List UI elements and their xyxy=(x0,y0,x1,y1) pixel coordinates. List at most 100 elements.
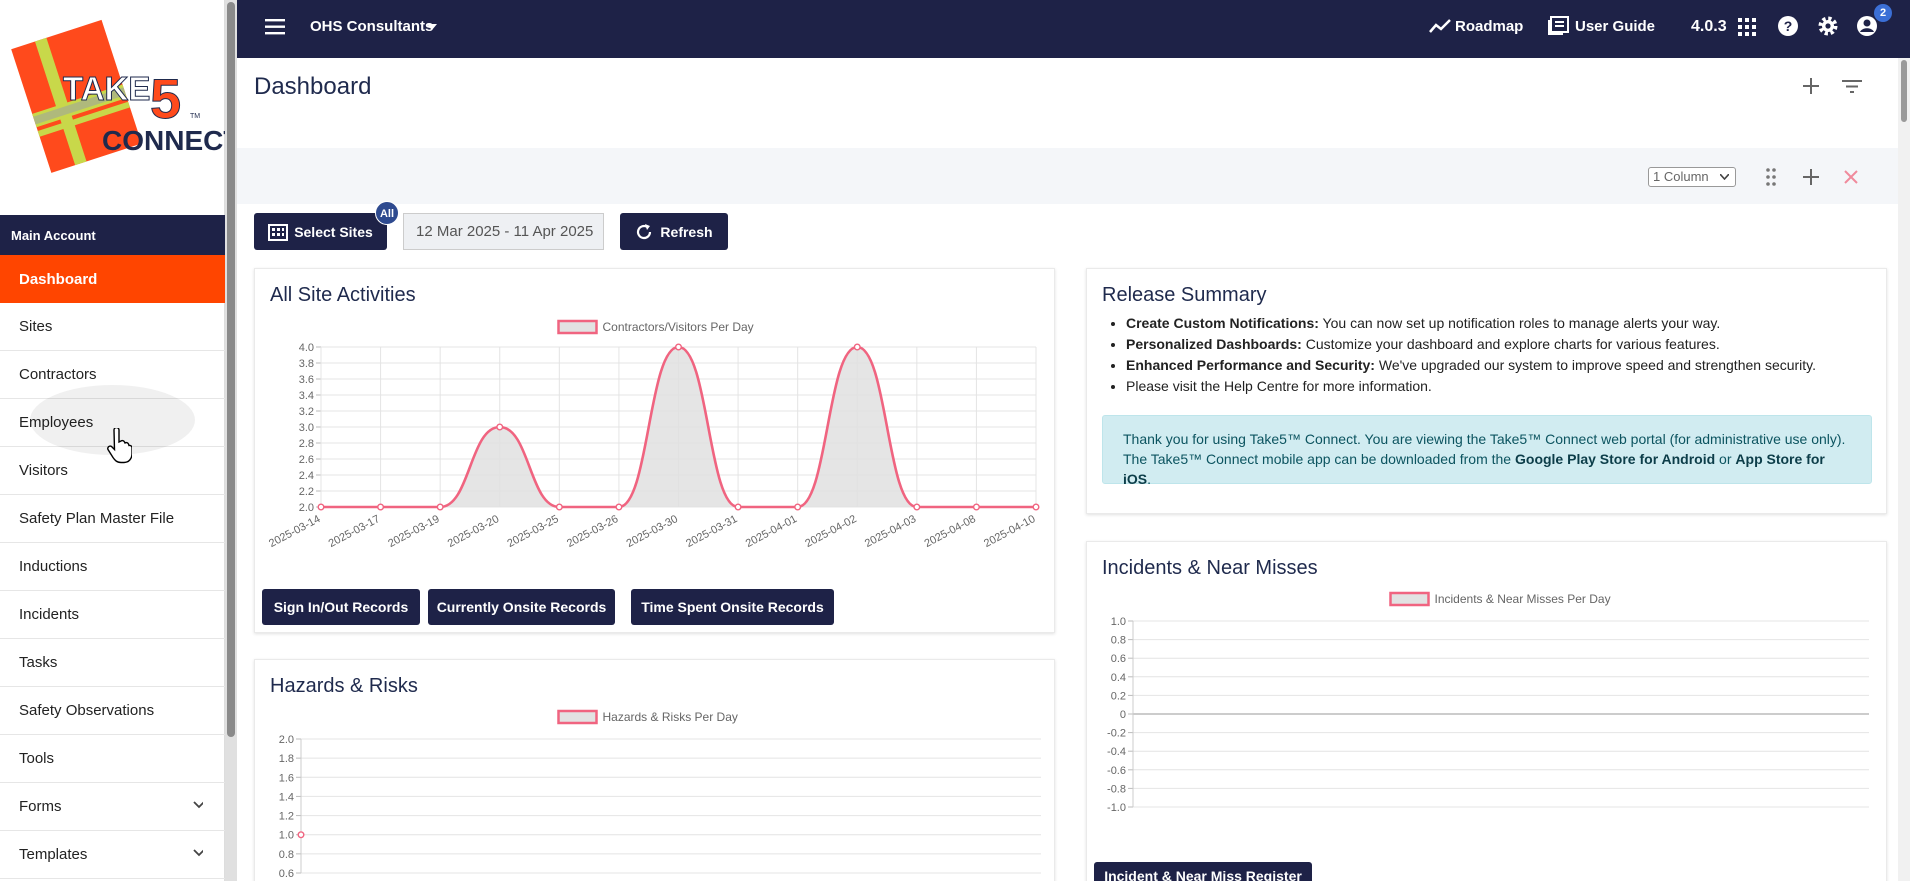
x-tick-label: 2025-04-08 xyxy=(922,513,977,550)
legend-label: Incidents & Near Misses Per Day xyxy=(1435,592,1611,606)
release-note-text: Customize your dashboard and explore cha… xyxy=(1301,336,1720,352)
page-scrollbar[interactable] xyxy=(1898,58,1910,881)
menu-icon[interactable] xyxy=(265,19,285,35)
google-play-link[interactable]: Google Play Store for Android xyxy=(1515,451,1716,467)
account-icon[interactable] xyxy=(1856,15,1878,37)
sidebar-item-inductions[interactable]: Inductions xyxy=(0,543,225,591)
date-range-input[interactable]: 12 Mar 2025 - 11 Apr 2025 xyxy=(403,213,604,250)
release-summary-title: Release Summary xyxy=(1102,284,1267,306)
page-scrollbar-thumb[interactable] xyxy=(1901,60,1907,122)
help-icon[interactable]: ? xyxy=(1777,15,1799,37)
apps-grid-icon[interactable] xyxy=(1738,18,1756,36)
series-area xyxy=(321,347,1036,507)
data-point xyxy=(297,831,305,839)
select-chevron-icon xyxy=(1720,174,1729,180)
y-tick-label: 2.2 xyxy=(299,486,314,498)
y-tick-label: 2.0 xyxy=(299,502,314,514)
y-tick-label: 1.8 xyxy=(279,753,294,765)
select-sites-button[interactable]: Select Sites xyxy=(254,213,387,250)
y-tick-label: 1.0 xyxy=(1111,616,1126,628)
y-tick-label: 0 xyxy=(1120,709,1126,721)
x-tick-label: 2025-03-31 xyxy=(684,513,739,550)
release-note-text: You can now set up notification roles to… xyxy=(1318,315,1721,331)
notification-badge: 2 xyxy=(1874,4,1892,22)
drag-handle-icon[interactable] xyxy=(1766,168,1776,186)
incident-register-button[interactable]: Incident & Near Miss Register xyxy=(1094,862,1312,881)
y-tick-label: 2.6 xyxy=(299,454,314,466)
currently-onsite-records-button[interactable]: Currently Onsite Records xyxy=(428,589,615,625)
sidebar-item-tasks[interactable]: Tasks xyxy=(0,639,225,687)
refresh-button[interactable]: Refresh xyxy=(620,213,728,250)
data-point xyxy=(615,503,623,511)
caret-down-icon[interactable] xyxy=(427,24,437,30)
release-note-item: Please visit the Help Centre for more in… xyxy=(1126,378,1816,394)
sidebar-item-label: Tools xyxy=(19,750,55,767)
filter-icon[interactable] xyxy=(1842,80,1862,93)
contractors-visitors-chart: Contractors/Visitors Per Day 2.0 2.2 2.4 2.6… xyxy=(267,319,1040,550)
sidebar-item-incidents[interactable]: Incidents xyxy=(0,591,225,639)
sidebar-item-contractors[interactable]: Contractors xyxy=(0,351,225,399)
sign-in-out-records-button[interactable]: Sign In/Out Records xyxy=(262,589,420,625)
sidebar-item-safety-plan-master-file[interactable]: Safety Plan Master File xyxy=(0,495,225,543)
data-point xyxy=(675,343,683,351)
time-spent-onsite-records-button[interactable]: Time Spent Onsite Records xyxy=(631,589,834,625)
settings-gear-icon[interactable] xyxy=(1817,15,1839,37)
y-tick-label: 1.6 xyxy=(279,772,294,784)
roadmap-link[interactable]: Roadmap xyxy=(1455,18,1524,35)
app-store-link[interactable]: App Store for iOS xyxy=(1123,451,1825,487)
legend-swatch xyxy=(557,319,598,335)
user-guide-link[interactable]: User Guide xyxy=(1575,18,1656,35)
y-tick-label: 2.4 xyxy=(299,470,314,482)
hand-cursor-icon xyxy=(107,428,132,464)
column-layout-select[interactable]: 1 Column xyxy=(1648,167,1736,187)
sidebar-item-label: Employees xyxy=(19,414,94,431)
sidebar-item-label: Inductions xyxy=(19,558,88,575)
series-line xyxy=(320,345,1036,509)
sidebar-item-tools[interactable]: Tools xyxy=(0,735,225,783)
hazards-risks-card xyxy=(254,659,1055,881)
release-note-text: Please visit the Help Centre for more in… xyxy=(1126,378,1432,394)
x-tick-label: 2025-03-26 xyxy=(565,513,620,550)
sidebar-item-sites[interactable]: Sites xyxy=(0,303,225,351)
sidebar-item-safety-observations[interactable]: Safety Observations xyxy=(0,687,225,735)
add-widget-icon[interactable] xyxy=(1803,78,1819,94)
org-name[interactable]: OHS Consultants xyxy=(310,18,434,35)
take5-logo[interactable]: TAKE 5 TM CONNECT xyxy=(0,0,240,215)
trend-icon[interactable] xyxy=(1429,18,1451,34)
sidebar-item-label: Dashboard xyxy=(19,270,98,288)
sidebar-item-employees[interactable]: Employees xyxy=(0,399,225,447)
x-tick-label: 2025-03-17 xyxy=(327,513,382,550)
y-tick-label: 3.4 xyxy=(299,390,314,402)
sidebar-item-label: Visitors xyxy=(19,462,68,479)
sidebar-item-dashboard[interactable]: Dashboard xyxy=(0,255,225,303)
release-note-item: Create Custom Notifications: You can now… xyxy=(1126,315,1816,331)
sidebar-item-templates[interactable]: Templates xyxy=(0,831,225,879)
data-point xyxy=(436,503,444,511)
sidebar-item-label: Safety Observations xyxy=(19,702,155,719)
y-tick-label: -0.8 xyxy=(1107,783,1126,795)
release-note-heading: Personalized Dashboards: xyxy=(1126,336,1302,352)
account-label: Main Account xyxy=(0,215,225,255)
x-tick-label: 2025-04-10 xyxy=(982,513,1037,550)
sidebar: TAKE 5 TM CONNECT Main Account Dashboard… xyxy=(0,0,240,881)
book-icon[interactable] xyxy=(1548,16,1570,36)
sidebar-item-forms[interactable]: Forms xyxy=(0,783,225,831)
hazards-risks-chart: Hazards & Risks Per Day 0.6 0.8 1.0 1.2 1.4 1.… xyxy=(279,709,1041,880)
data-point xyxy=(853,343,861,351)
y-tick-label: 1.2 xyxy=(279,811,294,823)
legend-label: Contractors/Visitors Per Day xyxy=(603,320,754,334)
incidents-near-misses-title: Incidents & Near Misses xyxy=(1102,557,1318,579)
sidebar-item-visitors[interactable]: Visitors xyxy=(0,447,225,495)
close-icon[interactable] xyxy=(1844,170,1858,184)
add-column-icon[interactable] xyxy=(1803,169,1819,185)
version-label: 4.0.3 xyxy=(1691,18,1727,35)
y-tick-label: 3.6 xyxy=(299,374,314,386)
sidebar-scrollbar-thumb[interactable] xyxy=(227,2,235,737)
sidebar-item-label: Incidents xyxy=(19,606,80,623)
y-tick-label: -0.2 xyxy=(1107,728,1126,740)
y-tick-label: -1.0 xyxy=(1107,802,1126,814)
release-note-heading: Create Custom Notifications: xyxy=(1126,315,1319,331)
y-tick-label: 1.0 xyxy=(279,830,294,842)
y-tick-label: -0.6 xyxy=(1107,765,1126,777)
incidents-near-misses-card xyxy=(1086,541,1887,881)
